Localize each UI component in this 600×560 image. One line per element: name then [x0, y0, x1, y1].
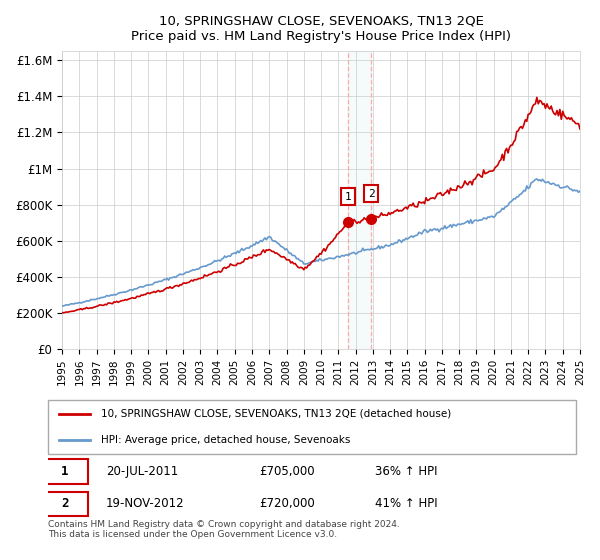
Text: 1: 1: [344, 192, 351, 202]
Text: 19-NOV-2012: 19-NOV-2012: [106, 497, 185, 510]
Text: £720,000: £720,000: [259, 497, 315, 510]
FancyBboxPatch shape: [43, 492, 88, 516]
Bar: [348, 51, 371, 349]
Text: 2: 2: [368, 189, 374, 199]
Title: 10, SPRINGSHAW CLOSE, SEVENOAKS, TN13 2QE
Price paid vs. HM Land Registry's Hous: 10, SPRINGSHAW CLOSE, SEVENOAKS, TN13 2Q…: [131, 15, 511, 43]
Text: 10, SPRINGSHAW CLOSE, SEVENOAKS, TN13 2QE (detached house): 10, SPRINGSHAW CLOSE, SEVENOAKS, TN13 2Q…: [101, 409, 451, 419]
Text: 36% ↑ HPI: 36% ↑ HPI: [376, 465, 438, 478]
Text: 2: 2: [61, 497, 68, 510]
Text: £705,000: £705,000: [259, 465, 315, 478]
Text: 20-JUL-2011: 20-JUL-2011: [106, 465, 178, 478]
FancyBboxPatch shape: [48, 400, 576, 454]
Text: 1: 1: [61, 465, 68, 478]
FancyBboxPatch shape: [43, 459, 88, 484]
Text: 41% ↑ HPI: 41% ↑ HPI: [376, 497, 438, 510]
Text: HPI: Average price, detached house, Sevenoaks: HPI: Average price, detached house, Seve…: [101, 435, 350, 445]
Text: Contains HM Land Registry data © Crown copyright and database right 2024.
This d: Contains HM Land Registry data © Crown c…: [48, 520, 400, 539]
